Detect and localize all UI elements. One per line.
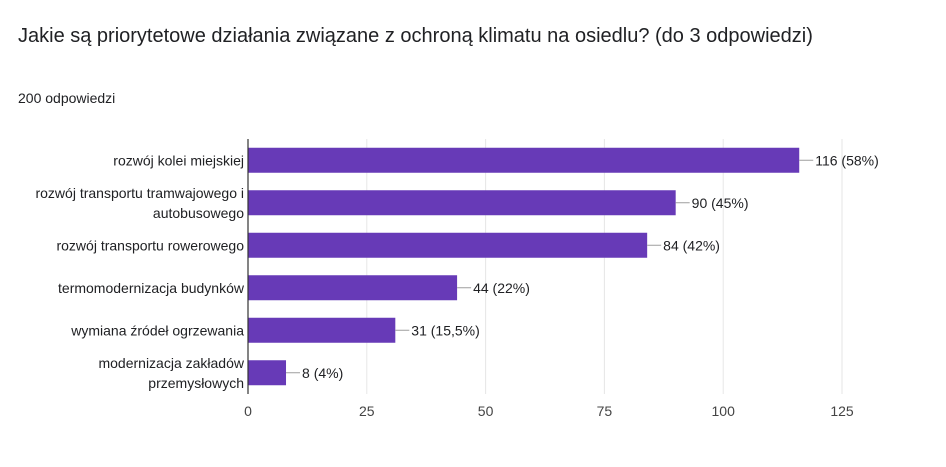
x-tick-label: 0 (244, 403, 252, 419)
bar (248, 232, 648, 258)
category-label: termomodernizacja budynków (58, 280, 245, 296)
x-tick-label: 75 (597, 403, 613, 419)
x-tick-label: 25 (359, 403, 375, 419)
data-label: 44 (22%) (473, 280, 530, 296)
category-label: modernizacja zakładów (98, 355, 244, 371)
category-label: wymiana źródeł ogrzewania (70, 322, 244, 338)
category-label: rozwój transportu tramwajowego i (35, 185, 244, 201)
x-tick-label: 100 (712, 403, 736, 419)
category-label: rozwój transportu rowerowego (56, 237, 244, 253)
bar (248, 147, 800, 173)
category-label: autobusowego (153, 205, 244, 221)
data-label: 8 (4%) (302, 365, 343, 381)
bar (248, 360, 287, 386)
x-tick-label: 125 (830, 403, 854, 419)
data-label: 31 (15,5%) (411, 322, 479, 338)
bar (248, 275, 458, 301)
category-label: przemysłowych (148, 375, 244, 391)
response-count: 200 odpowiedzi (18, 90, 116, 106)
bar (248, 190, 676, 216)
data-label: 84 (42%) (663, 237, 720, 253)
chart-title: Jakie są priorytetowe działania związane… (18, 25, 813, 47)
x-tick-label: 50 (478, 403, 494, 419)
data-label: 116 (58%) (815, 152, 879, 168)
category-label: rozwój kolei miejskiej (113, 152, 244, 168)
bar (248, 317, 396, 343)
data-label: 90 (45%) (692, 195, 749, 211)
